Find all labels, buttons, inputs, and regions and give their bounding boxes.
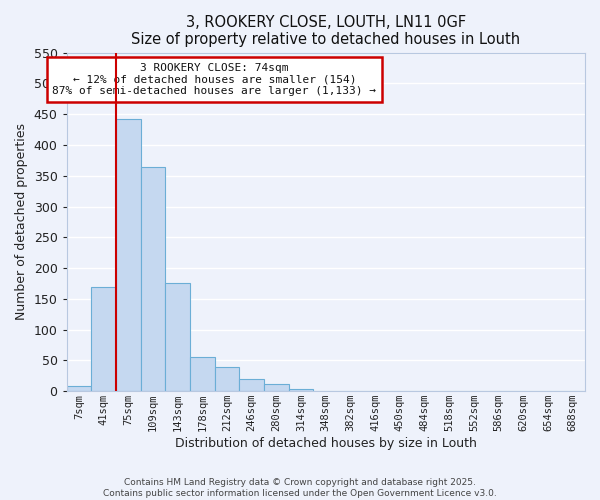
Bar bbox=[215, 366, 239, 391]
Bar bbox=[239, 379, 264, 391]
Bar bbox=[140, 166, 166, 391]
Text: Contains HM Land Registry data © Crown copyright and database right 2025.
Contai: Contains HM Land Registry data © Crown c… bbox=[103, 478, 497, 498]
Y-axis label: Number of detached properties: Number of detached properties bbox=[15, 124, 28, 320]
Bar bbox=[190, 358, 215, 391]
Bar bbox=[67, 386, 91, 391]
Bar bbox=[313, 390, 338, 391]
Bar bbox=[264, 384, 289, 391]
Bar bbox=[116, 119, 140, 391]
Bar bbox=[289, 390, 313, 391]
Bar bbox=[166, 284, 190, 391]
Title: 3, ROOKERY CLOSE, LOUTH, LN11 0GF
Size of property relative to detached houses i: 3, ROOKERY CLOSE, LOUTH, LN11 0GF Size o… bbox=[131, 15, 520, 48]
X-axis label: Distribution of detached houses by size in Louth: Distribution of detached houses by size … bbox=[175, 437, 477, 450]
Text: 3 ROOKERY CLOSE: 74sqm
← 12% of detached houses are smaller (154)
87% of semi-de: 3 ROOKERY CLOSE: 74sqm ← 12% of detached… bbox=[52, 63, 376, 96]
Bar bbox=[91, 286, 116, 391]
